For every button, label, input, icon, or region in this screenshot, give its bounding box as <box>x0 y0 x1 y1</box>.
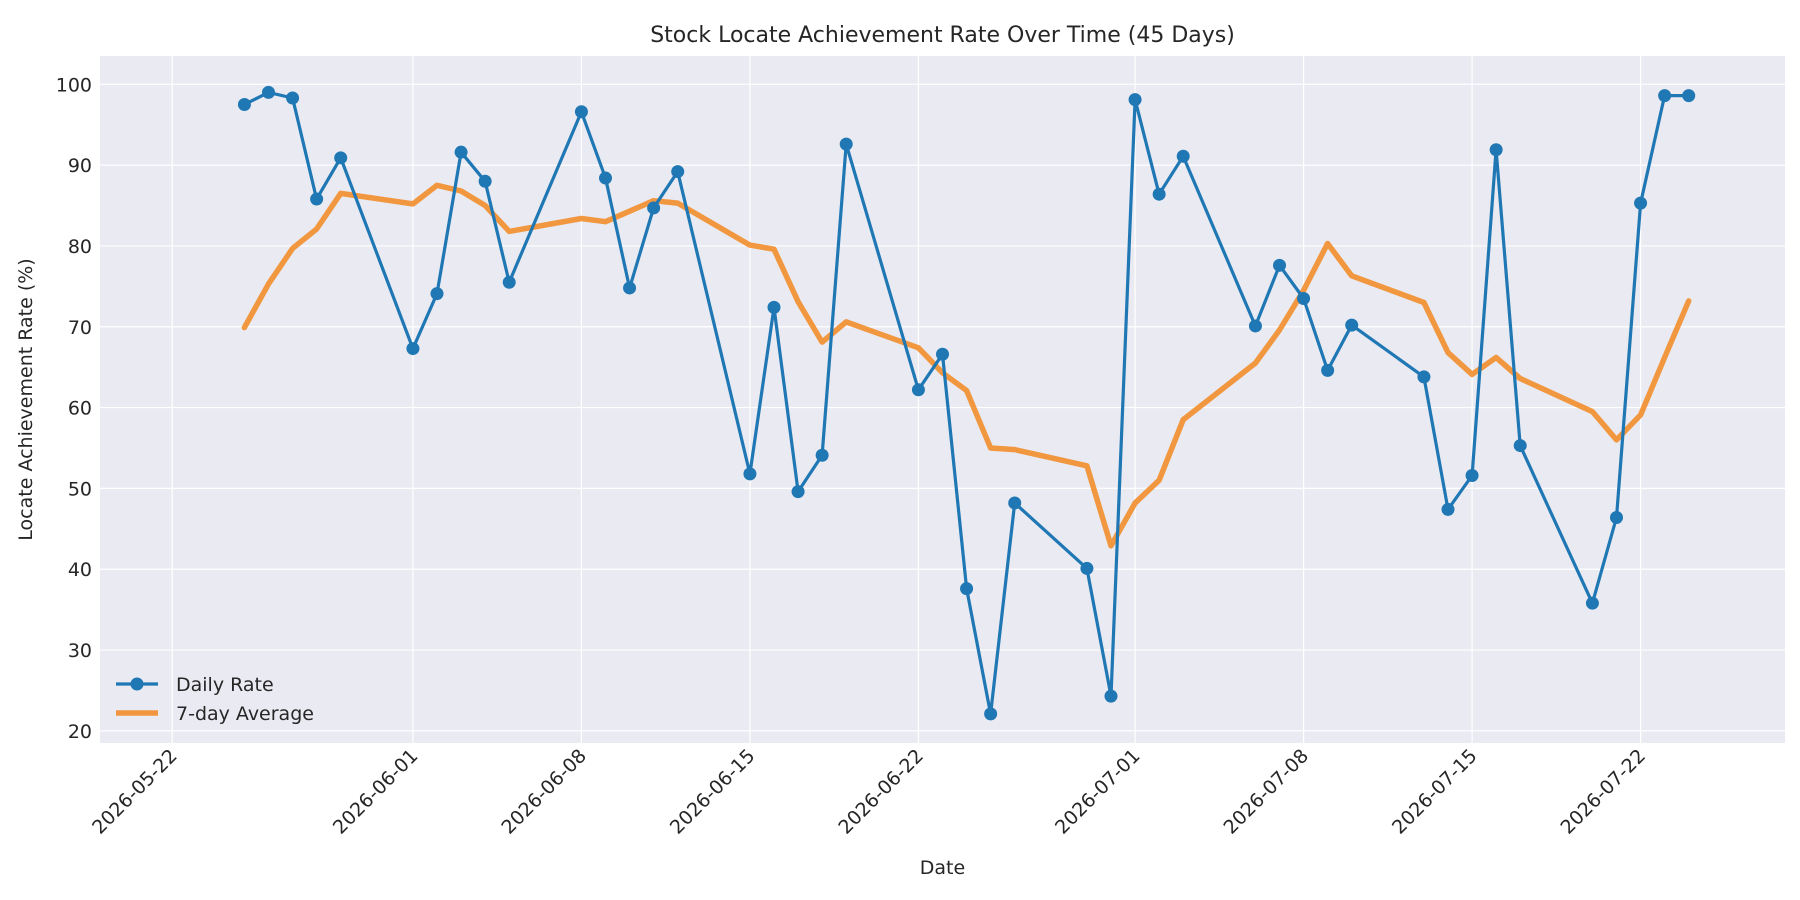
daily-rate-point <box>1513 439 1527 453</box>
daily-rate-point <box>599 171 612 185</box>
y-tick-label: 100 <box>56 74 92 96</box>
y-axis-label: Locate Achievement Rate (%) <box>15 258 37 540</box>
y-tick-label: 80 <box>68 236 92 258</box>
daily-rate-point <box>1248 319 1262 333</box>
seven-day-average-line <box>241 182 1692 549</box>
y-tick-label: 30 <box>68 640 92 662</box>
chart-title: Stock Locate Achievement Rate Over Time … <box>650 23 1235 48</box>
daily-rate-point <box>647 201 661 215</box>
daily-rate-point <box>1321 363 1335 377</box>
daily-rate-point <box>430 287 444 301</box>
daily-rate-point <box>1080 561 1094 575</box>
daily-rate-point <box>791 485 805 499</box>
daily-rate-point <box>767 300 781 314</box>
daily-rate-point <box>502 275 516 289</box>
daily-rate-point <box>911 383 925 397</box>
daily-rate-point <box>1610 511 1623 525</box>
daily-rate-point <box>1634 196 1648 210</box>
daily-rate-point <box>1176 149 1190 163</box>
legend-daily-rate-marker <box>130 677 144 691</box>
daily-rate-point <box>1128 93 1142 107</box>
daily-rate-point <box>1441 502 1455 516</box>
daily-rate-point <box>671 165 685 179</box>
daily-rate-point <box>839 137 853 151</box>
y-tick-label: 50 <box>68 478 92 500</box>
daily-rate-point <box>960 582 974 596</box>
daily-rate-point <box>984 707 998 721</box>
daily-rate-point <box>815 448 829 462</box>
y-tick-label: 40 <box>68 559 92 581</box>
daily-rate-point <box>623 281 637 295</box>
daily-rate-point <box>1417 370 1431 384</box>
series-layer <box>237 85 1696 721</box>
legend-label: 7-day Average <box>176 703 314 725</box>
daily-rate-point <box>237 97 251 111</box>
daily-rate-point <box>454 145 468 159</box>
daily-rate-point <box>1008 496 1022 510</box>
daily-rate-point <box>262 85 275 99</box>
daily-rate-point <box>1682 89 1696 103</box>
daily-rate-point <box>478 174 492 188</box>
y-tick-label: 90 <box>68 155 92 177</box>
y-tick-label: 70 <box>68 317 92 339</box>
daily-rate-point <box>1465 468 1479 482</box>
plot-area <box>100 56 1785 743</box>
daily-rate-point <box>1273 258 1286 272</box>
daily-rate-point <box>1585 596 1599 610</box>
daily-rate-point <box>743 467 757 481</box>
daily-rate-point <box>1658 89 1672 103</box>
daily-rate-point <box>936 347 949 361</box>
legend: Daily Rate 7-day Average <box>116 674 314 725</box>
y-tick-label: 60 <box>68 398 92 420</box>
daily-rate-point <box>1297 291 1311 305</box>
daily-rate-point <box>1345 318 1359 332</box>
daily-rate-point <box>1104 689 1118 703</box>
daily-rate-point <box>1489 143 1503 157</box>
legend-label: Daily Rate <box>176 674 274 696</box>
x-axis-label: Date <box>920 857 965 879</box>
y-tick-label: 20 <box>68 721 92 743</box>
gridlines <box>100 56 1785 743</box>
daily-rate-point <box>286 91 300 105</box>
daily-rate-point <box>1152 187 1166 201</box>
daily-rate-point <box>334 151 348 165</box>
daily-rate-point <box>406 342 420 356</box>
daily-rate-point <box>574 105 588 119</box>
daily-rate-point <box>310 192 324 206</box>
